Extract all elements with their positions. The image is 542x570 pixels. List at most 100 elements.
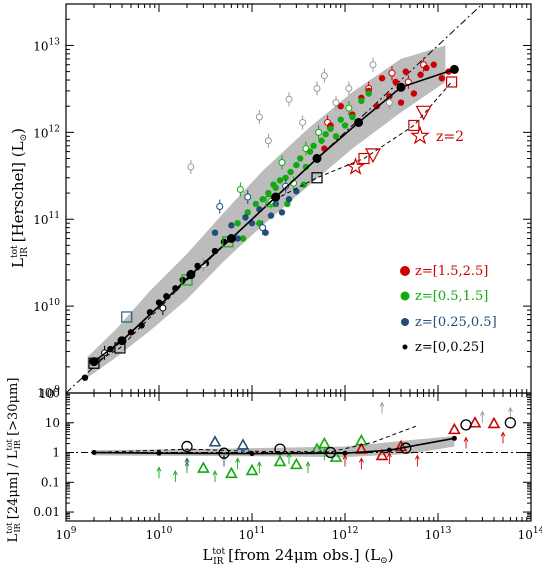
series-2-point [234, 235, 241, 242]
series-1-point [318, 137, 325, 144]
green-upper-limit-arrow [212, 470, 218, 476]
red-upper-limit-arrow [358, 457, 364, 463]
legend-marker [402, 344, 408, 350]
stacked-ratio-open-circle [504, 417, 517, 429]
z2-annotation-label: z=2 [436, 129, 464, 145]
series-2-point [278, 209, 286, 216]
series-1-point [332, 133, 340, 140]
red-triangle [355, 442, 368, 454]
series-2-point [211, 229, 219, 236]
green-triangle [318, 436, 331, 449]
legend-marker [400, 266, 410, 276]
gray-upper-limit-arrow [507, 406, 513, 413]
series-1-open-point [236, 185, 244, 193]
series-0-point [397, 99, 405, 106]
top-y-axis-label: LtotIR [Herschel] (L⊙) [9, 128, 30, 268]
series-1-point [293, 161, 300, 169]
series-1-point [302, 163, 310, 171]
legend-marker [400, 291, 410, 301]
series-2-open-point [244, 193, 252, 201]
series-2-open-point [282, 182, 290, 190]
series-1-point [276, 177, 284, 184]
z2-annotation-star [410, 125, 430, 145]
series-4-open-point [369, 61, 377, 69]
series-4-open-point [345, 84, 353, 92]
series-1-point [365, 90, 372, 97]
series-4-open-point [313, 84, 321, 92]
top-y-tick-label: 1013 [33, 37, 60, 53]
series-1-point [239, 235, 247, 242]
stacked-circle [396, 82, 406, 92]
red-triangle [375, 448, 389, 461]
legend-label: z=[0,0.25] [415, 340, 484, 355]
stacked-ratio-open-circle [274, 443, 286, 455]
series-1-point [341, 122, 349, 129]
top-stacked-points: z=2 [88, 64, 464, 369]
green-upper-limit-arrow [156, 466, 162, 472]
bottom-y-tick-label: 0.01 [33, 505, 60, 519]
series-4-open-point [320, 72, 328, 80]
z2-triangle-marker [364, 148, 382, 164]
top-y-tick-label: 109 [39, 385, 60, 401]
ratio-trend-dashed [93, 425, 418, 454]
stacked-square [358, 152, 370, 165]
ratio-trend-point [249, 451, 255, 457]
series-4-open-point [385, 99, 393, 107]
ratio-trend-point [451, 435, 457, 441]
series-0-point [410, 90, 418, 97]
series-0-point [402, 68, 409, 75]
top-scatter-points [81, 57, 452, 381]
series-1-point [252, 200, 260, 208]
series-1-open-point [278, 158, 286, 166]
series-1-point [349, 113, 356, 121]
series-1-open-point [315, 128, 323, 136]
series-1-point [300, 181, 307, 188]
z2-star-marker [346, 157, 365, 175]
series-2-open-point [216, 203, 224, 211]
green-upper-limit-arrow [172, 470, 178, 476]
red-triangle [487, 416, 501, 429]
series-3-point [81, 374, 89, 381]
series-4-open-point [264, 137, 272, 145]
dispersion-band-shape [87, 45, 446, 378]
bottom-x-tick-label: 1012 [332, 526, 359, 542]
red-triangle [448, 422, 461, 435]
series-0-point [438, 74, 446, 82]
series-1-point [322, 131, 329, 138]
bottom-y-tick-label: 10 [45, 416, 60, 430]
bottom-x-tick-label: 1010 [146, 526, 173, 542]
x-axis-label: Ltot IR [from 24μm obs.] (L⊙) [202, 546, 393, 567]
z2-annotation: z=2 [410, 125, 464, 145]
series-1-point [337, 116, 344, 123]
series-4-open-point [255, 113, 263, 121]
legend-label: z=[0.25,0.5] [415, 315, 497, 330]
series-1-point [297, 155, 304, 162]
blue-upper-limit-arrow [184, 457, 190, 463]
red-upper-limit-arrow [463, 436, 469, 442]
series-2-point [242, 214, 249, 221]
bottom-axis-ticks: 109 1010 1011 1012 1013 1014 0.01 0.1 1 10 100 [33, 386, 542, 542]
bottom-scatter-points [91, 401, 517, 483]
bottom-y-tick-label: 0.1 [41, 475, 60, 489]
series-1-point [244, 209, 251, 216]
top-y-tick-label: 1010 [33, 298, 60, 314]
legend-label: z=[0.5,1.5] [415, 289, 488, 304]
ratio-trend-point [342, 450, 348, 456]
series-1-point [234, 220, 241, 227]
legend-label: z=[1.5,2.5] [415, 264, 488, 279]
series-1-point [358, 97, 365, 105]
green-triangle [197, 461, 210, 473]
red-upper-limit-arrow [500, 431, 506, 437]
series-1-point [287, 168, 294, 176]
bottom-x-tick-label: 1014 [518, 526, 542, 542]
ratio-trend-point [156, 450, 162, 456]
bottom-y-tick-label: 100 [37, 386, 60, 400]
series-4-open-point [285, 95, 293, 103]
stacked-circle [312, 153, 322, 163]
series-1-point [259, 196, 266, 203]
stacked-circle [89, 357, 99, 367]
series-0-point [392, 78, 399, 86]
series-0-point [337, 102, 344, 110]
stacked-square [408, 119, 420, 132]
stacked-circle [117, 336, 127, 346]
